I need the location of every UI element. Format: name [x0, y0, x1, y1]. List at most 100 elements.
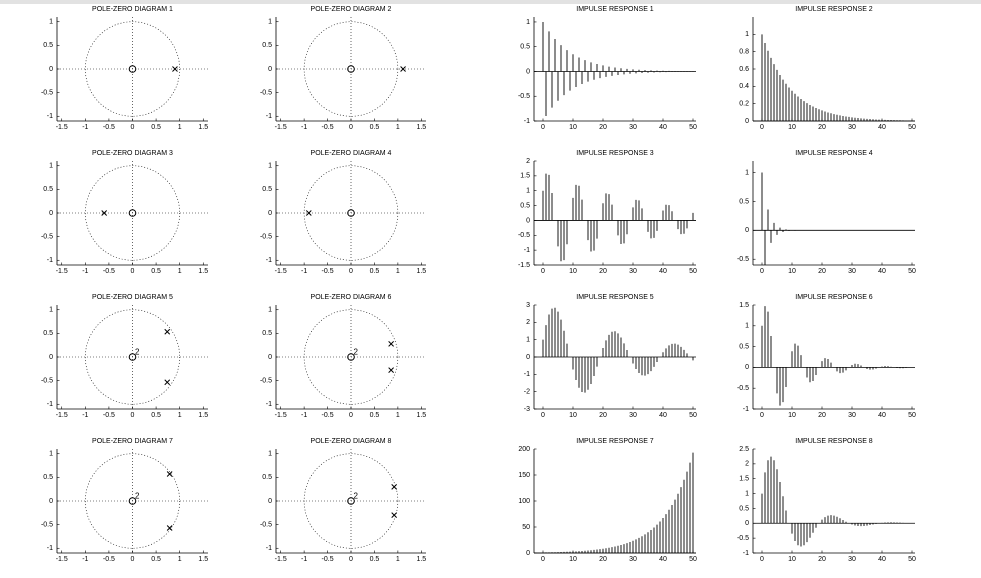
x-tick-label: -0.5 [322, 124, 334, 131]
y-tick-label: 0.5 [739, 505, 749, 512]
y-tick-label: 1 [268, 451, 272, 458]
x-tick-label: 0.5 [151, 124, 161, 131]
y-tick-label: 0.5 [43, 474, 53, 481]
y-tick-label: 1 [268, 19, 272, 26]
y-tick-label: 0 [268, 498, 272, 505]
panel: POLE-ZERO DIAGRAM 1-1.5 -1 -0.5 0 0.5 1 1.5-1-… [41, 6, 208, 131]
panel: IMPULSE RESPONSE 8 0 10 20 30 40 50 -1 -0.5 0 0.5 1… [737, 438, 916, 563]
x-tick-label: 0 [131, 412, 135, 419]
panel: IMPULSE RESPONSE 4 0 10 20 30 40 50 -0.5 0 0.5 1 [737, 150, 916, 275]
zero [128, 353, 137, 361]
y-tick-label: -2 [524, 389, 530, 396]
y-tick-label: 0 [745, 364, 749, 371]
x-tick-label: 1.5 [416, 412, 426, 419]
x-tick-label: 0 [760, 268, 764, 275]
x-tick-label: 30 [629, 412, 637, 419]
x-tick-label: 40 [659, 124, 667, 131]
y-tick-label: 0 [49, 210, 53, 217]
x-tick-label: 1.5 [198, 124, 208, 131]
y-tick-label: 0.6 [739, 66, 749, 73]
unit-circle [303, 21, 399, 117]
x-tick-label: 10 [569, 556, 577, 563]
y-tick-label: -0.5 [737, 385, 749, 392]
x-tick-label: 40 [878, 268, 886, 275]
y-tick-label: 100 [518, 498, 530, 505]
unit-circle [85, 453, 180, 549]
y-tick-label: 0 [526, 354, 530, 361]
pole-stroke [305, 210, 312, 216]
x-tick-label: 40 [659, 268, 667, 275]
y-tick-label: -1 [266, 401, 272, 408]
x-tick-label: 0.5 [151, 556, 161, 563]
pole [166, 471, 173, 477]
panel: IMPULSE RESPONSE 30 10 20 30 40 50-1.5-1-0.50… [518, 150, 697, 275]
x-tick-label: 50 [689, 412, 697, 419]
y-tick-label: 0.4 [739, 83, 749, 90]
zero-order: 2 [135, 348, 140, 357]
x-tick-label: 20 [818, 124, 826, 131]
y-tick-label: -0.5 [260, 89, 272, 96]
y-tick-label: 0.5 [43, 186, 53, 193]
y-tick-label: -1 [47, 545, 53, 552]
y-tick-label: -1 [524, 371, 530, 378]
panel: POLE-ZERO DIAGRAM 3-1.5 -1 -0.5 0 0.5 1 1.5-1-… [41, 150, 208, 275]
x-tick-label: -1 [82, 268, 88, 275]
panel: POLE-ZERO DIAGRAM 4-1.5 -1 -0.5 0 0.5 1 1.5-1-… [260, 150, 426, 275]
pole [388, 367, 394, 373]
y-tick-label: 0.5 [262, 42, 272, 49]
y-tick-label: -0.5 [260, 377, 272, 384]
panel-title: POLE-ZERO DIAGRAM 2 [311, 6, 392, 13]
x-tick-label: 50 [908, 124, 916, 131]
x-tick-label: 50 [908, 412, 916, 419]
y-tick-label: 0.2 [739, 101, 749, 108]
panel-title: IMPULSE RESPONSE 1 [576, 6, 654, 13]
pole-stroke [164, 379, 171, 386]
x-tick-label: 0.5 [370, 124, 380, 131]
x-tick-label: 1 [178, 268, 182, 275]
x-tick-label: 50 [908, 556, 916, 563]
pole [391, 484, 398, 490]
y-tick-label: 0 [745, 520, 749, 527]
x-tick-label: 1.5 [198, 268, 208, 275]
x-tick-label: -1 [82, 412, 88, 419]
panel-title: IMPULSE RESPONSE 2 [795, 6, 873, 13]
pole-stroke [166, 471, 173, 477]
x-tick-label: 1 [396, 412, 400, 419]
x-tick-label: 10 [788, 412, 796, 419]
y-tick-label: -0.5 [737, 535, 749, 542]
y-tick-label: 1 [49, 163, 53, 170]
y-tick-label: 2 [526, 319, 530, 326]
y-tick-label: 0 [268, 210, 272, 217]
panel-title: IMPULSE RESPONSE 4 [795, 150, 873, 157]
pole-stroke [172, 66, 178, 72]
x-tick-label: -1 [301, 556, 307, 563]
y-tick-label: 2.5 [739, 446, 749, 453]
x-tick-label: 0 [349, 556, 353, 563]
x-tick-label: 20 [818, 268, 826, 275]
x-tick-label: -0.5 [322, 556, 334, 563]
x-tick-label: 40 [878, 556, 886, 563]
y-tick-label: 0 [526, 217, 530, 224]
x-tick-label: 10 [788, 124, 796, 131]
x-tick-label: 30 [848, 268, 856, 275]
y-tick-label: -0.5 [41, 233, 53, 240]
pole-stroke [388, 341, 394, 347]
pole [391, 512, 398, 518]
pole [166, 525, 173, 531]
panel: POLE-ZERO DIAGRAM 8-1.5 -1 -0.5 0 0.5 1 1.5-1-… [260, 438, 426, 563]
x-tick-label: 30 [629, 124, 637, 131]
x-tick-label: 30 [848, 412, 856, 419]
panel-title: POLE-ZERO DIAGRAM 3 [92, 150, 173, 157]
panel-title: IMPULSE RESPONSE 8 [795, 438, 873, 445]
unit-circle [85, 21, 180, 117]
x-tick-label: 0 [349, 412, 353, 419]
x-tick-label: 10 [569, 124, 577, 131]
y-tick-label: 0 [49, 66, 53, 73]
zero [347, 353, 355, 361]
x-tick-label: -0.5 [103, 268, 115, 275]
x-tick-label: 40 [878, 124, 886, 131]
y-tick-label: 0 [268, 354, 272, 361]
x-tick-label: 1.5 [416, 556, 426, 563]
pole-stroke [164, 328, 171, 335]
panel: IMPULSE RESPONSE 1 0 10 20 30 40 50 -1 -0.5 0 0.5 1 [518, 6, 697, 131]
